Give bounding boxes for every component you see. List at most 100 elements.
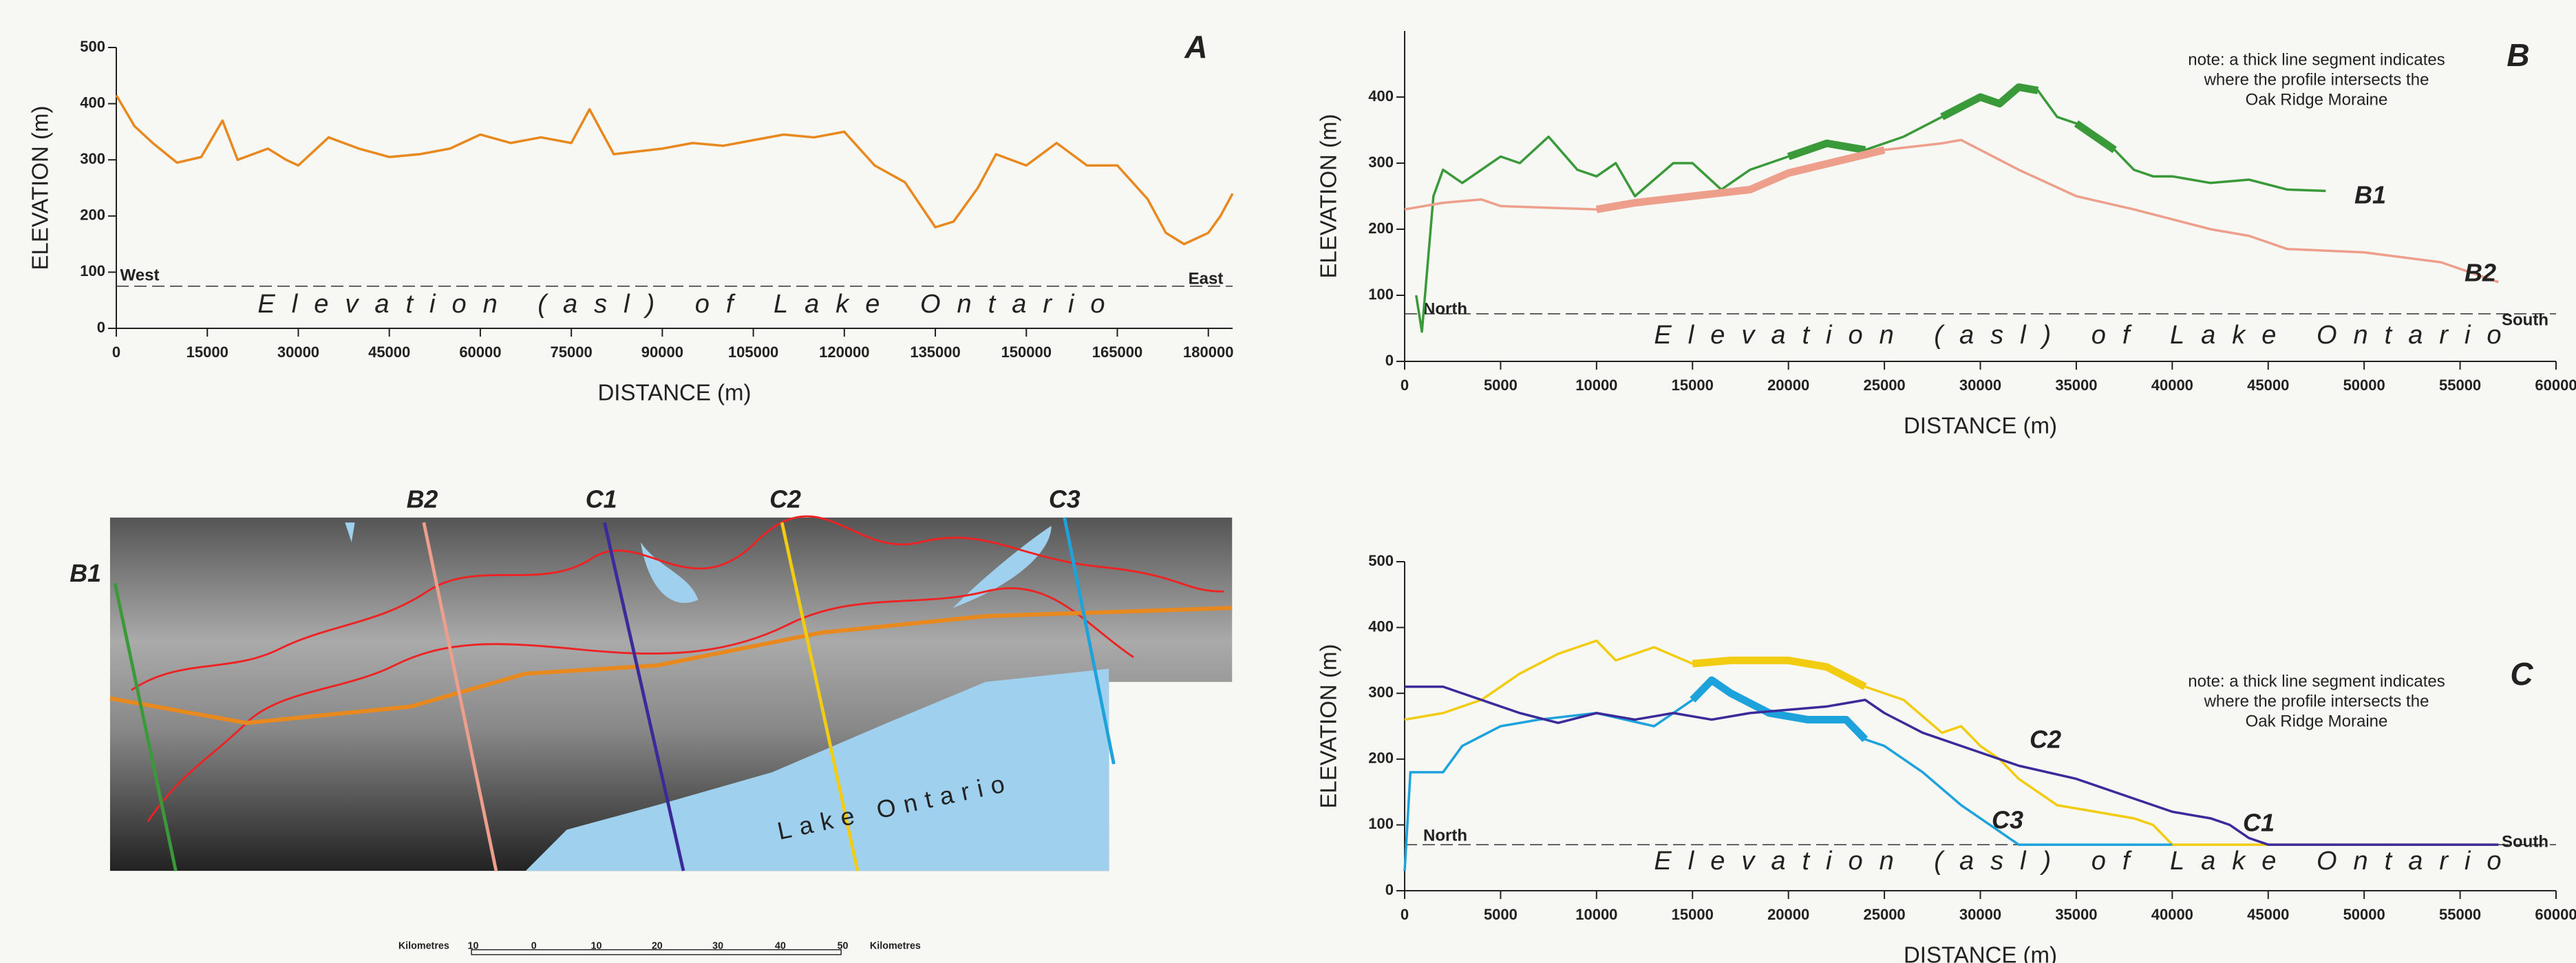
x-tick-label: 20000 [1767,377,1809,394]
x-tick-label: 5000 [1484,377,1518,394]
x-tick-label: 0 [1401,906,1409,923]
x-tick-label: 15000 [1672,377,1714,394]
y-tick-label: 200 [1368,220,1394,237]
y-axis-title: ELEVATION (m) [28,106,53,271]
x-tick-label: 30000 [277,343,319,361]
profile-line [1416,87,2326,332]
x-tick-label: 0 [112,343,120,361]
panel-label: B [2506,37,2529,73]
lake-level-label: Elevation (asl) of Lake Ontario [1654,321,2518,350]
x-tick-label: 120000 [819,343,869,361]
x-tick-label: 10000 [1575,906,1617,923]
x-tick-label: 105000 [728,343,778,361]
scale-text: Kilometres [398,941,449,952]
note: Oak Ridge Moraine [2246,712,2388,730]
map-label: C1 [586,485,617,513]
x-tick-label: 90000 [641,343,683,361]
x-axis-title: DISTANCE (m) [597,380,751,405]
x-tick-label: 5000 [1484,906,1518,923]
note: where the profile intersects the [2204,692,2429,710]
y-tick-label: 200 [80,207,105,224]
x-tick-label: 25000 [1863,906,1905,923]
x-tick-label: 20000 [1767,906,1809,923]
x-tick-label: 10000 [1575,377,1617,394]
series-label: C1 [2243,809,2275,837]
x-tick-label: 45000 [2247,906,2289,923]
x-tick-label: 60000 [459,343,501,361]
map-label: C2 [769,485,801,513]
side-label: West [120,266,160,284]
note: Oak Ridge Moraine [2246,90,2388,109]
x-tick-label: 0 [1401,377,1409,394]
lake-level-label: Elevation (asl) of Lake Ontario [257,290,1121,319]
y-tick-label: 300 [80,150,105,167]
scale-text: 20 [652,941,663,952]
x-tick-label: 50000 [2343,377,2385,394]
x-tick-label: 30000 [1959,906,2001,923]
scale-text: 10 [591,941,602,952]
x-tick-label: 45000 [368,343,410,361]
y-tick-label: 0 [1385,881,1394,898]
panel-label: C [2510,656,2533,692]
note: note: a thick line segment indicates [2188,672,2445,690]
panel-label: A [1184,29,1207,65]
x-tick-label: 15000 [187,343,228,361]
x-tick-label: 35000 [2055,377,2097,394]
moraine-segment [2076,123,2115,149]
y-axis-title: ELEVATION (m) [1316,644,1341,809]
x-tick-label: 75000 [551,343,593,361]
series-label: C2 [2030,726,2061,754]
y-tick-label: 500 [1368,552,1394,569]
lake-level-label: Elevation (asl) of Lake Ontario [1654,847,2518,876]
scale-text: 30 [712,941,723,952]
y-tick-label: 300 [1368,154,1394,171]
x-tick-label: 165000 [1092,343,1142,361]
y-tick-label: 500 [80,38,105,55]
map: B1 B2 C1 C2 C3 Lake Ontario Kilometres 1… [70,485,1232,954]
x-tick-label: 15000 [1672,906,1714,923]
scale-bar: Kilometres 10 0 10 20 30 40 50 Kilometre… [398,941,921,955]
y-tick-label: 400 [1368,87,1394,105]
y-tick-label: 0 [1385,352,1394,369]
y-tick-label: 100 [80,262,105,279]
note: where the profile intersects the [2204,70,2429,89]
x-tick-label: 60000 [2535,906,2576,923]
x-tick-label: 55000 [2439,377,2481,394]
series-label: C3 [1992,806,2023,834]
side-label: South [2502,832,2548,851]
x-tick-label: 50000 [2343,906,2385,923]
x-axis-title: DISTANCE (m) [1904,413,2057,438]
scale-text: 0 [531,941,537,952]
x-axis-title: DISTANCE (m) [1904,942,2057,963]
y-axis-title: ELEVATION (m) [1316,114,1341,279]
side-label: North [1423,299,1467,318]
map-label: B2 [407,485,438,513]
y-tick-label: 200 [1368,750,1394,767]
profile-line [116,95,1233,244]
x-tick-label: 60000 [2535,377,2576,394]
moraine-segment [1942,87,2038,117]
series-label: B2 [2465,259,2496,287]
x-tick-label: 25000 [1863,377,1905,394]
note: note: a thick line segment indicates [2188,50,2445,69]
y-tick-label: 0 [97,319,105,336]
y-tick-label: 400 [80,94,105,111]
y-tick-label: 100 [1368,286,1394,303]
scale-text: Kilometres [870,941,921,952]
moraine-segment [1597,150,1884,209]
side-label: East [1189,269,1224,288]
x-tick-label: 40000 [2151,906,2193,923]
scale-text: 50 [838,941,849,952]
x-tick-label: 135000 [910,343,960,361]
x-tick-label: 35000 [2055,906,2097,923]
y-tick-label: 100 [1368,815,1394,832]
map-label: C3 [1049,485,1081,513]
y-tick-label: 400 [1368,617,1394,635]
side-label: South [2502,310,2548,329]
figure: B1 B2 C1 C2 C3 Lake Ontario Kilometres 1… [0,0,2576,963]
y-tick-label: 300 [1368,684,1394,701]
x-tick-label: 30000 [1959,377,2001,394]
series-label: B1 [2354,181,2386,209]
x-tick-label: 40000 [2151,377,2193,394]
scale-text: 40 [775,941,786,952]
